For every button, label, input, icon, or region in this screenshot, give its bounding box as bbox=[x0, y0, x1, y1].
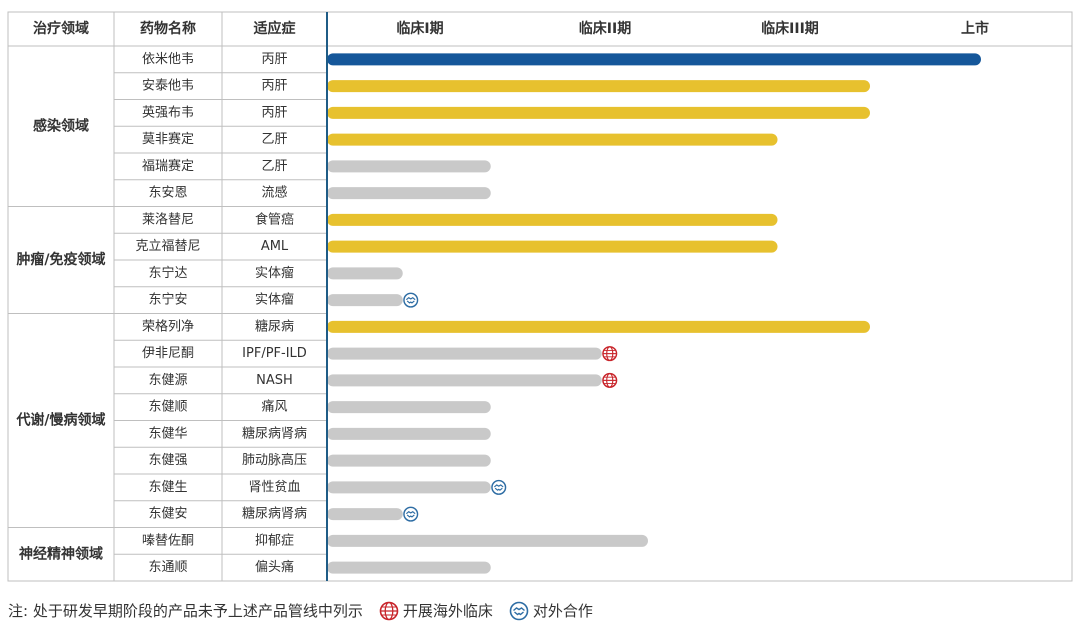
indication-label: 糖尿病肾病 bbox=[242, 506, 307, 522]
area-label: 代谢/慢病领域 bbox=[15, 412, 105, 429]
legend-overseas-label: 开展海外临床 bbox=[402, 602, 493, 620]
drug-name-label: 东健安 bbox=[148, 507, 187, 522]
footer-note: 注: 处于研发早期阶段的产品未予上述产品管线中列示 bbox=[8, 602, 363, 620]
indication-label: 实体瘤 bbox=[255, 265, 294, 281]
header-drug: 药物名称 bbox=[140, 20, 196, 37]
area-label: 感染领域 bbox=[33, 117, 89, 134]
drug-name-label: 东宁安 bbox=[148, 292, 187, 308]
globe-icon bbox=[602, 346, 618, 362]
drug-name-label: 安泰他韦 bbox=[142, 79, 194, 94]
drug-name-label: 依米他韦 bbox=[142, 52, 194, 67]
indication-label: 实体瘤 bbox=[255, 292, 294, 308]
drug-name-label: 东通顺 bbox=[148, 560, 187, 575]
drug-name-label: 东健顺 bbox=[148, 400, 187, 415]
legend-overseas: 开展海外临床 bbox=[379, 600, 493, 621]
indication-label: 糖尿病 bbox=[255, 318, 294, 334]
area-label: 神经精神领域 bbox=[19, 545, 103, 562]
handshake-icon bbox=[403, 292, 419, 308]
globe-icon bbox=[602, 372, 618, 388]
stage-label: 上市 bbox=[961, 20, 989, 37]
drug-name-label: 东健华 bbox=[148, 426, 187, 441]
header-area: 治疗领域 bbox=[33, 20, 89, 37]
indication-label: IPF/PF-ILD bbox=[242, 346, 307, 361]
stage-label: 临床II期 bbox=[579, 20, 631, 37]
stage-label: 临床III期 bbox=[761, 20, 819, 37]
drug-name-label: 福瑞赛定 bbox=[142, 158, 194, 174]
drug-name-label: 东健源 bbox=[148, 373, 187, 388]
handshake-icon bbox=[509, 601, 529, 620]
indication-label: 肺动脉高压 bbox=[242, 452, 307, 468]
drug-name-label: 嗪替佐酮 bbox=[142, 533, 194, 548]
footer-note-row: 注: 处于研发早期阶段的产品未予上述产品管线中列示 开展海外临床 对外合作 bbox=[8, 600, 593, 621]
indication-label: 抑郁症 bbox=[255, 533, 294, 548]
indication-label: 肾性贫血 bbox=[248, 479, 300, 495]
table-frame bbox=[7, 11, 1073, 582]
indication-label: 丙肝 bbox=[261, 52, 287, 67]
handshake-icon bbox=[491, 479, 507, 495]
indication-label: 流感 bbox=[261, 185, 287, 201]
header-indication: 适应症 bbox=[254, 20, 296, 37]
indication-label: NASH bbox=[256, 373, 293, 388]
area-label: 肿瘤/免疫领域 bbox=[16, 251, 105, 268]
drug-name-label: 莫非赛定 bbox=[142, 131, 194, 147]
indication-label: 食管癌 bbox=[255, 211, 294, 227]
indication-label: AML bbox=[261, 239, 289, 254]
drug-name-label: 英强布韦 bbox=[142, 105, 194, 120]
indication-label: 乙肝 bbox=[261, 159, 287, 174]
drug-name-label: 莱洛替尼 bbox=[142, 212, 194, 227]
drug-name-label: 克立福替尼 bbox=[135, 239, 200, 254]
drug-name-label: 东宁达 bbox=[148, 265, 187, 281]
indication-label: 痛风 bbox=[261, 399, 287, 415]
legend-partner: 对外合作 bbox=[509, 600, 593, 621]
drug-name-label: 东安恩 bbox=[148, 186, 187, 201]
drug-name-label: 伊非尼酮 bbox=[142, 346, 194, 361]
drug-name-label: 荣格列净 bbox=[142, 318, 194, 334]
stage-label: 临床I期 bbox=[396, 20, 443, 37]
indication-label: 糖尿病肾病 bbox=[242, 425, 307, 441]
indication-label: 乙肝 bbox=[261, 132, 287, 147]
drug-name-label: 东健生 bbox=[148, 480, 187, 495]
globe-icon bbox=[379, 601, 399, 620]
indication-label: 偏头痛 bbox=[255, 559, 294, 575]
indication-label: 丙肝 bbox=[261, 105, 287, 120]
pipeline-chart: 治疗领域 药物名称 适应症 临床I期 临床II期 临床III期 上市 依米他韦 丙肝 安泰他韦 丙肝… bbox=[7, 11, 1073, 582]
drug-name-label: 东健强 bbox=[148, 453, 187, 468]
indication-label: 丙肝 bbox=[261, 79, 287, 94]
legend-partner-label: 对外合作 bbox=[532, 602, 593, 620]
handshake-icon bbox=[403, 506, 419, 522]
